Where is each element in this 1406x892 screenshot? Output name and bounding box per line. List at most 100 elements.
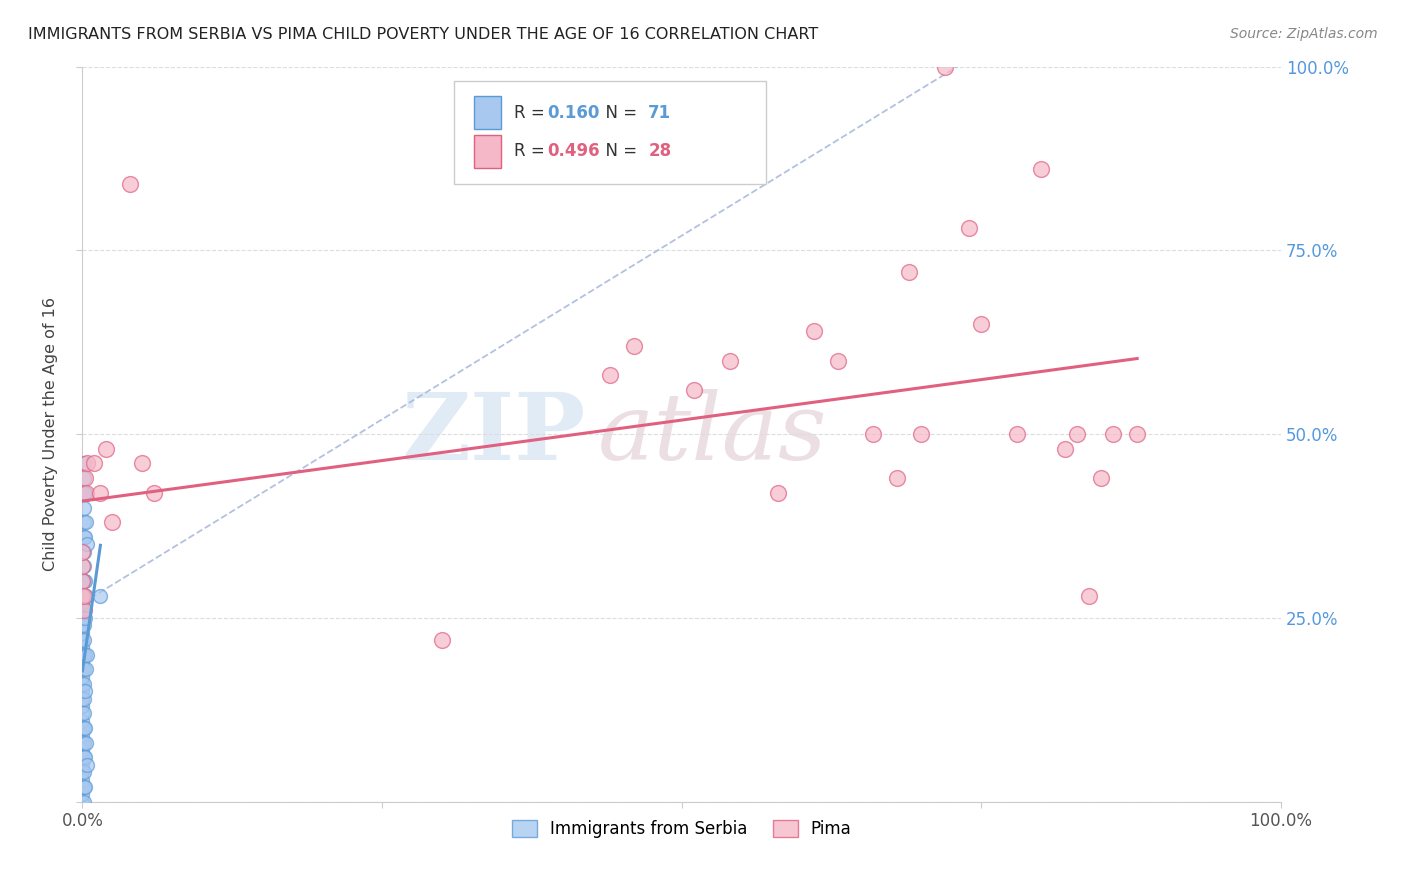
Point: [72, 684, 94, 698]
Point: [718, 353, 741, 368]
Point: [72, 574, 94, 588]
Point: [72, 596, 94, 610]
Point: [72, 750, 94, 764]
Point: [73, 611, 96, 625]
Point: [72, 677, 94, 691]
Point: [957, 221, 980, 235]
Point: [72, 757, 94, 772]
Point: [75, 486, 97, 500]
Point: [934, 60, 956, 74]
Text: ZIP: ZIP: [402, 389, 586, 479]
Point: [766, 486, 789, 500]
Point: [72, 603, 94, 617]
Text: R =: R =: [515, 103, 550, 122]
Point: [72, 706, 94, 721]
Point: [75, 662, 97, 676]
Y-axis label: Child Poverty Under the Age of 16: Child Poverty Under the Age of 16: [44, 297, 58, 571]
Point: [72, 625, 94, 640]
Point: [101, 516, 124, 530]
Point: [682, 383, 704, 397]
Point: [72, 765, 94, 780]
Text: IMMIGRANTS FROM SERBIA VS PIMA CHILD POVERTY UNDER THE AGE OF 16 CORRELATION CHA: IMMIGRANTS FROM SERBIA VS PIMA CHILD POV…: [28, 27, 818, 42]
Point: [72, 772, 94, 787]
Point: [72, 655, 94, 669]
Point: [72, 662, 94, 676]
Point: [72, 780, 94, 794]
Point: [72, 574, 94, 588]
Text: 71: 71: [648, 103, 671, 122]
Point: [73, 471, 96, 485]
Point: [72, 589, 94, 603]
Point: [1078, 589, 1101, 603]
Point: [75, 736, 97, 750]
FancyBboxPatch shape: [454, 81, 766, 184]
Point: [72, 486, 94, 500]
Text: R =: R =: [515, 142, 550, 161]
Point: [89, 486, 111, 500]
Point: [72, 721, 94, 735]
Point: [970, 317, 993, 331]
Text: N =: N =: [595, 103, 643, 122]
Point: [1126, 427, 1149, 442]
Point: [1031, 162, 1053, 177]
Text: N =: N =: [595, 142, 643, 161]
Point: [1066, 427, 1088, 442]
Point: [72, 780, 94, 794]
Point: [72, 632, 94, 647]
Point: [72, 603, 94, 617]
Point: [72, 765, 94, 780]
Point: [76, 537, 98, 551]
Point: [72, 544, 94, 558]
Point: [72, 603, 94, 617]
Point: [75, 589, 97, 603]
Point: [76, 648, 98, 662]
Point: [72, 728, 94, 742]
Point: [430, 632, 453, 647]
Point: [72, 795, 94, 809]
Point: [72, 750, 94, 764]
Point: [72, 706, 94, 721]
Point: [803, 324, 825, 338]
Point: [73, 780, 96, 794]
Point: [89, 589, 111, 603]
Point: [1007, 427, 1029, 442]
Point: [120, 177, 142, 191]
Point: [76, 757, 98, 772]
Text: 28: 28: [648, 142, 671, 161]
Point: [83, 457, 105, 471]
Point: [72, 648, 94, 662]
Point: [73, 648, 96, 662]
Point: [72, 787, 94, 801]
Bar: [474, 135, 501, 168]
Point: [72, 632, 94, 647]
Point: [1054, 442, 1077, 456]
Point: [75, 516, 97, 530]
Point: [72, 500, 94, 515]
Point: [72, 618, 94, 632]
Point: [72, 516, 94, 530]
Point: [72, 691, 94, 706]
Text: Source: ZipAtlas.com: Source: ZipAtlas.com: [1230, 27, 1378, 41]
Point: [72, 471, 94, 485]
Point: [1090, 471, 1112, 485]
Point: [72, 736, 94, 750]
Point: [72, 648, 94, 662]
Point: [73, 574, 96, 588]
Point: [898, 265, 921, 279]
Point: [73, 750, 96, 764]
Point: [72, 530, 94, 544]
Point: [1102, 427, 1125, 442]
Point: [862, 427, 884, 442]
Point: [96, 442, 118, 456]
Point: [72, 640, 94, 655]
Point: [72, 559, 94, 574]
Point: [910, 427, 932, 442]
Point: [886, 471, 908, 485]
Point: [76, 457, 98, 471]
Point: [72, 736, 94, 750]
Point: [72, 699, 94, 714]
Point: [72, 559, 94, 574]
Point: [72, 544, 94, 558]
Point: [72, 691, 94, 706]
Point: [131, 457, 153, 471]
